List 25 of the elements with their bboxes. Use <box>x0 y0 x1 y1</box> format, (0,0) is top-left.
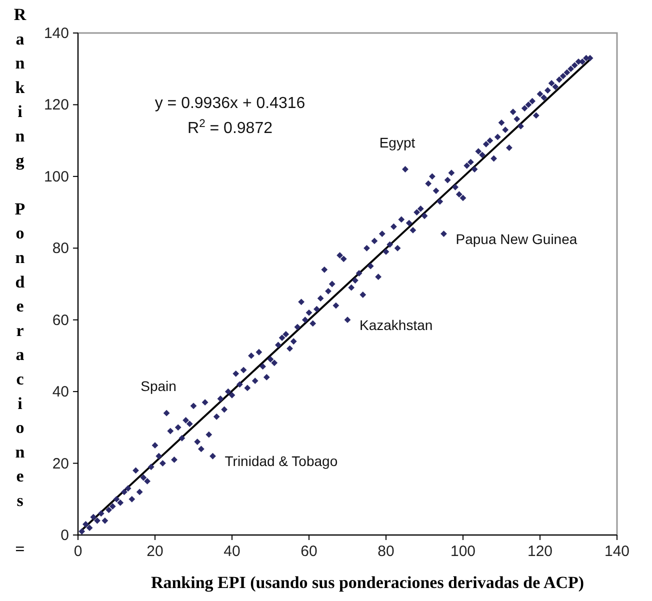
x-tick-label: 140 <box>604 543 630 560</box>
y-tick-label: 40 <box>52 384 69 401</box>
x-axis-title: Ranking EPI (usando sus ponderaciones derivadas de ACP) <box>150 573 584 592</box>
x-tick-label: 120 <box>527 543 553 560</box>
x-tick-label: 60 <box>300 543 318 560</box>
x-tick-label: 100 <box>450 543 476 560</box>
y-tick-label: 60 <box>52 312 69 329</box>
y-tick-label: 80 <box>52 240 69 258</box>
x-tick-label: 80 <box>378 543 394 560</box>
annotation: Egypt <box>379 134 416 150</box>
x-tick-label: 40 <box>224 543 240 560</box>
x-tick-label: 0 <box>74 543 82 560</box>
y-tick-label: 120 <box>44 96 69 114</box>
y-tick-label: 140 <box>44 25 69 42</box>
x-tick-label: 20 <box>146 543 164 560</box>
annotation: y = 0.9936x + 0.4316 <box>154 95 306 112</box>
annotation: Spain <box>140 378 176 394</box>
y-tick-label: 20 <box>52 455 69 472</box>
text: Ranking Ponderaciones = <box>14 5 26 559</box>
annotation: Papua New Guinea <box>456 230 578 247</box>
annotation: R$^{2}$ = 0.9872 <box>188 118 273 137</box>
y-tick-label: 0 <box>60 527 69 544</box>
annotation: Trinidad & Tobago <box>224 453 338 470</box>
annotation: Kazakhstan <box>360 316 433 333</box>
y-tick-label: 100 <box>44 168 69 186</box>
